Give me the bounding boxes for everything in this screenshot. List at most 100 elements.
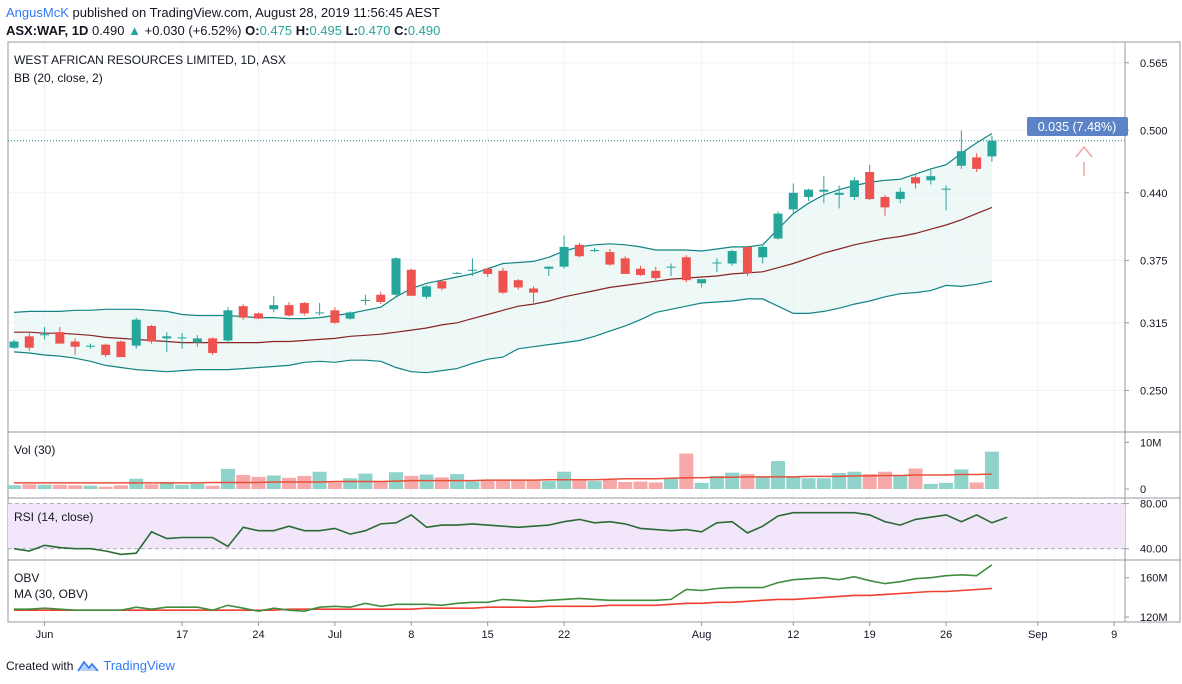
candle xyxy=(330,307,340,324)
candle-body xyxy=(452,272,462,274)
price-tick-label: 0.440 xyxy=(1140,188,1168,200)
candle-body xyxy=(788,192,798,210)
candle xyxy=(804,188,814,202)
price-tick-label: 0.375 xyxy=(1140,255,1168,267)
price-tick-label: 0.250 xyxy=(1140,385,1168,397)
price-pane xyxy=(8,130,1125,374)
bb-lower-line xyxy=(13,280,993,374)
volume-bar xyxy=(98,486,113,489)
candle xyxy=(376,291,386,305)
candle-body xyxy=(483,268,493,274)
obv-tick-label: 120M xyxy=(1140,612,1168,624)
candle xyxy=(24,333,34,351)
candle-body xyxy=(208,338,218,353)
candle-body xyxy=(880,196,890,208)
low-label: L: xyxy=(345,23,358,38)
time-tick-label: Aug xyxy=(692,629,712,641)
open-label: O: xyxy=(245,23,260,38)
candle-body xyxy=(590,250,600,252)
tradingview-logo-icon xyxy=(77,660,99,672)
time-tick-label: 26 xyxy=(940,629,952,641)
volume-bar xyxy=(343,478,358,489)
candle-body xyxy=(834,192,844,195)
candle xyxy=(544,266,554,276)
candle xyxy=(116,340,126,358)
volume-bar xyxy=(694,482,709,489)
candle xyxy=(315,303,325,316)
candle-body xyxy=(941,188,951,190)
publish-info: AngusMcK published on TradingView.com, A… xyxy=(6,5,440,20)
candle xyxy=(269,295,279,313)
chart-header: AngusMcK published on TradingView.com, A… xyxy=(0,0,1182,42)
candle-body xyxy=(895,191,905,200)
volume-bar xyxy=(587,481,602,489)
candle xyxy=(758,245,768,264)
candle-body xyxy=(498,270,508,293)
candle-body xyxy=(635,268,645,275)
candle-body xyxy=(360,299,370,301)
candle xyxy=(467,258,477,276)
volume-bar xyxy=(205,485,220,489)
volume-bar xyxy=(786,476,801,489)
candle xyxy=(529,286,539,304)
candle-body xyxy=(513,280,523,288)
candle xyxy=(956,130,966,169)
candle xyxy=(284,302,294,317)
volume-label: Vol (30) xyxy=(14,443,55,457)
volume-bar xyxy=(495,479,510,489)
volume-bar xyxy=(434,477,449,489)
tradingview-brand-link[interactable]: TradingView xyxy=(103,658,175,673)
candle-body xyxy=(849,180,859,197)
candle xyxy=(101,343,111,358)
bb-indicator-label: BB (20, close, 2) xyxy=(14,71,103,85)
volume-bar xyxy=(159,482,174,489)
candle xyxy=(941,185,951,211)
candle-body xyxy=(9,341,19,348)
candle-body xyxy=(651,270,661,279)
bb-band-fill xyxy=(14,133,992,373)
candle xyxy=(85,343,95,349)
candle-body xyxy=(162,336,172,339)
candle xyxy=(483,267,493,278)
candle xyxy=(895,187,905,204)
candle-body xyxy=(101,344,111,356)
candle xyxy=(360,294,370,306)
volume-bar xyxy=(129,478,144,489)
candle xyxy=(422,285,432,299)
candle xyxy=(865,164,875,201)
volume-bar xyxy=(954,469,969,489)
measure-label[interactable]: 0.035 (7.48%) xyxy=(1027,117,1128,136)
volume-bar xyxy=(602,479,617,489)
candle xyxy=(697,279,707,288)
candle-body xyxy=(865,172,875,200)
candle-body xyxy=(55,332,65,344)
volume-bar xyxy=(113,485,128,489)
volume-tick-label: 10M xyxy=(1140,437,1161,449)
candle xyxy=(911,175,921,189)
volume-bar xyxy=(526,480,541,489)
candle xyxy=(574,242,584,258)
candle-body xyxy=(727,251,737,264)
candle xyxy=(299,302,309,316)
published-text: published on TradingView.com, August 28,… xyxy=(68,5,440,20)
candle xyxy=(208,337,218,356)
candle xyxy=(253,312,263,319)
candle xyxy=(590,247,600,253)
rsi-pane xyxy=(8,503,1125,556)
candle xyxy=(147,324,157,344)
candle-body xyxy=(269,305,279,310)
candle-body xyxy=(85,345,95,347)
rsi-line xyxy=(13,511,1008,556)
author-link[interactable]: AngusMcK xyxy=(6,5,69,20)
candle xyxy=(651,266,661,281)
candle-body xyxy=(147,325,157,342)
footer: Created with TradingView xyxy=(6,658,175,673)
candle xyxy=(223,307,233,344)
open-value: 0.475 xyxy=(259,23,293,38)
up-arrow-drawing-icon[interactable] xyxy=(1075,145,1093,176)
volume-bar xyxy=(465,481,480,489)
candle xyxy=(742,245,752,276)
candle-body xyxy=(376,294,386,302)
candle-body xyxy=(956,151,966,166)
